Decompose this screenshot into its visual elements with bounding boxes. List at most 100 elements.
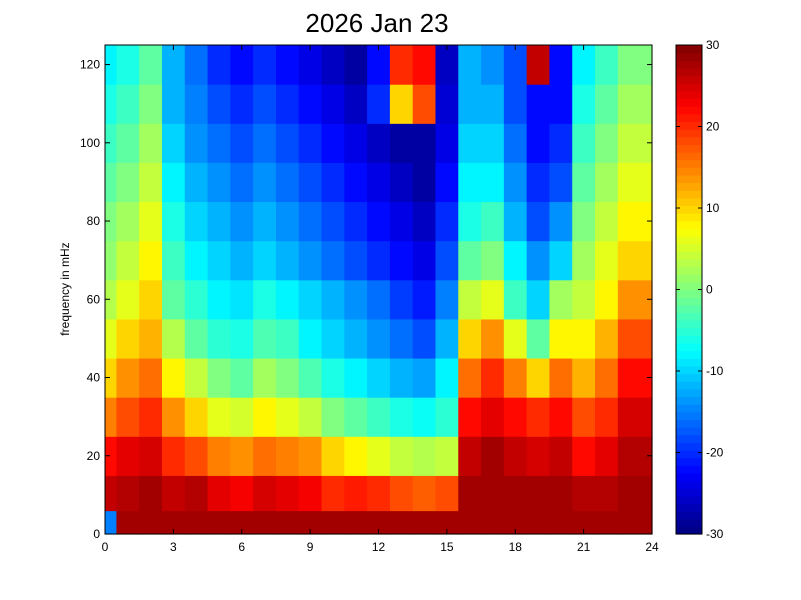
heatmap-cell <box>253 318 277 359</box>
heatmap-cell <box>321 45 345 85</box>
heatmap-cell <box>549 162 573 203</box>
heatmap-cell <box>230 45 254 85</box>
heatmap-cell <box>184 436 209 476</box>
colorbar-swatch <box>676 274 702 283</box>
heatmap-cell <box>481 123 505 163</box>
x-tick-label: 24 <box>645 540 659 554</box>
heatmap-cell <box>435 436 459 476</box>
heatmap-cell <box>207 397 231 437</box>
heatmap-cell <box>230 510 254 535</box>
heatmap-cell <box>275 201 300 242</box>
heatmap-cell <box>344 279 368 320</box>
heatmap-cell <box>321 436 345 476</box>
heatmap-cell <box>617 45 653 85</box>
colorbar-swatch <box>676 472 702 482</box>
heatmap-cell <box>572 397 596 437</box>
heatmap-cell <box>139 45 163 85</box>
heatmap-cell <box>503 123 528 163</box>
heatmap-cell <box>161 318 186 359</box>
heatmap-cell <box>549 318 573 359</box>
heatmap-cell <box>116 201 140 242</box>
colorbar-swatch <box>676 442 702 451</box>
heatmap-cell <box>481 475 505 512</box>
colorbar-tick-label: 30 <box>706 38 720 52</box>
heatmap-cell <box>367 318 391 359</box>
heatmap-cell <box>184 357 209 398</box>
heatmap-cell <box>161 436 186 476</box>
heatmap-cell <box>230 123 254 163</box>
heatmap-cell <box>481 84 505 124</box>
heatmap-cell <box>116 84 140 124</box>
heatmap-cell <box>526 240 551 281</box>
heatmap-cell <box>184 162 209 203</box>
heatmap-cell <box>503 45 528 85</box>
chart-title: 2026 Jan 23 <box>305 8 448 38</box>
colorbar-swatch <box>676 297 702 306</box>
heatmap-cell <box>526 162 551 203</box>
heatmap-cell <box>549 357 573 398</box>
heatmap-cell <box>572 123 596 163</box>
colorbar-swatch <box>676 52 702 61</box>
heatmap-cell <box>298 475 323 512</box>
colorbar-swatch <box>676 75 702 84</box>
heatmap-cell <box>253 436 277 476</box>
heatmap-cell <box>298 84 323 124</box>
heatmap-cell <box>595 84 619 124</box>
heatmap-plot-area <box>105 45 653 535</box>
colorbar-swatch <box>676 312 702 321</box>
heatmap-cell <box>389 240 414 281</box>
colorbar-swatch <box>676 350 702 359</box>
heatmap-cell <box>503 510 528 535</box>
heatmap-cell <box>344 162 368 203</box>
heatmap-cell <box>389 397 414 437</box>
heatmap-cell <box>184 510 209 535</box>
heatmap-cell <box>503 201 528 242</box>
heatmap-cell <box>105 123 117 163</box>
colorbar-swatch <box>676 327 702 336</box>
heatmap-cell <box>503 279 528 320</box>
colorbar-swatch <box>676 213 702 222</box>
heatmap-cell <box>139 123 163 163</box>
heatmap-cell <box>321 84 345 124</box>
heatmap-cell <box>389 123 414 163</box>
heatmap-cell <box>207 162 231 203</box>
heatmap-cell <box>230 475 254 512</box>
heatmap-cell <box>572 240 596 281</box>
colorbar-swatch <box>676 289 702 298</box>
heatmap-cell <box>321 510 345 535</box>
heatmap-cell <box>184 45 209 85</box>
heatmap-cell <box>549 397 573 437</box>
heatmap-cell <box>344 475 368 512</box>
heatmap-cell <box>344 436 368 476</box>
colorbar-swatch <box>676 190 702 199</box>
heatmap-cell <box>253 475 277 512</box>
heatmap-cell <box>572 45 596 85</box>
colorbar-swatch <box>676 526 702 535</box>
heatmap-cell <box>617 201 653 242</box>
x-axis: 0 3 6 9 12 15 18 21 24 <box>102 45 659 554</box>
heatmap-cell <box>321 162 345 203</box>
heatmap-cell <box>275 397 300 437</box>
heatmap-cell <box>275 45 300 85</box>
heatmap-cell <box>139 397 163 437</box>
heatmap-cell <box>458 240 482 281</box>
heatmap-cell <box>617 123 653 163</box>
heatmap-cell <box>298 45 323 85</box>
heatmap-cell <box>617 240 653 281</box>
x-tick-label: 6 <box>238 540 245 554</box>
heatmap-cell <box>207 475 231 512</box>
heatmap-cell <box>481 357 505 398</box>
heatmap-cell <box>595 436 619 476</box>
heatmap-cell <box>298 397 323 437</box>
heatmap-cell <box>275 240 300 281</box>
heatmap-cell <box>617 397 653 437</box>
heatmap-cell <box>207 318 231 359</box>
heatmap-cell <box>321 279 345 320</box>
heatmap-cell <box>253 123 277 163</box>
heatmap-cell <box>595 357 619 398</box>
heatmap-cell <box>435 84 459 124</box>
heatmap-cell <box>207 279 231 320</box>
heatmap-cell <box>617 84 653 124</box>
heatmap-cell <box>344 84 368 124</box>
y-tick-label: 60 <box>87 292 101 306</box>
